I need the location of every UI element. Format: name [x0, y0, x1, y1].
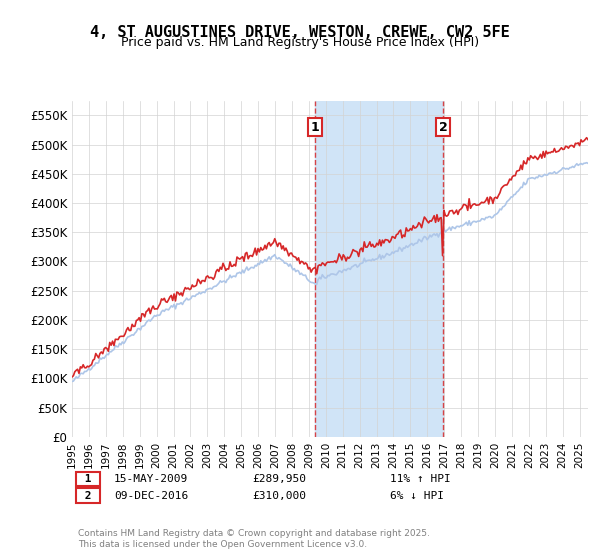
Text: 1: 1: [78, 474, 98, 484]
Text: 4, ST AUGUSTINES DRIVE, WESTON, CREWE, CW2 5FE: 4, ST AUGUSTINES DRIVE, WESTON, CREWE, C…: [90, 25, 510, 40]
Bar: [315, 101, 443, 437]
Text: 15-MAY-2009: 15-MAY-2009: [114, 474, 188, 484]
Text: £289,950: £289,950: [252, 474, 306, 484]
Text: Contains HM Land Registry data © Crown copyright and database right 2025.
This d: Contains HM Land Registry data © Crown c…: [78, 529, 430, 549]
Text: £310,000: £310,000: [252, 491, 306, 501]
Text: 6% ↓ HPI: 6% ↓ HPI: [390, 491, 444, 501]
Text: 11% ↑ HPI: 11% ↑ HPI: [390, 474, 451, 484]
Text: 1: 1: [311, 120, 319, 134]
Text: Price paid vs. HM Land Registry's House Price Index (HPI): Price paid vs. HM Land Registry's House …: [121, 36, 479, 49]
Text: 2: 2: [78, 491, 98, 501]
Text: 2: 2: [439, 120, 448, 134]
Text: 09-DEC-2016: 09-DEC-2016: [114, 491, 188, 501]
